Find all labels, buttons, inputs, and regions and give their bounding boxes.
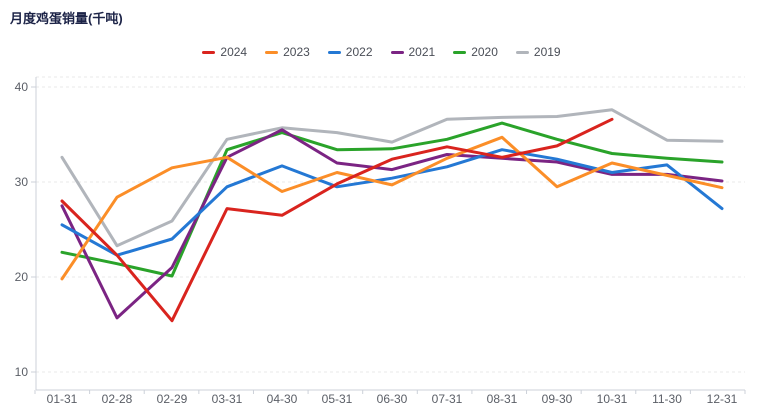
legend-marker-2023 — [265, 50, 279, 54]
x-axis-label-06-30: 06-30 — [377, 392, 408, 406]
legend-label-2020: 2020 — [471, 45, 498, 59]
x-axis-label-09-30: 09-30 — [542, 392, 573, 406]
series-line-2024[interactable] — [60, 117, 614, 323]
legend-label-2021: 2021 — [408, 45, 436, 59]
legend-marker-2024 — [202, 50, 216, 54]
x-axis-label-01-31: 01-31 — [47, 392, 78, 406]
x-axis-label-03-31: 03-31 — [212, 392, 243, 406]
legend-label-2019: 2019 — [533, 45, 561, 59]
chart-title: 月度鸡蛋销量(千吨) — [10, 11, 123, 26]
legend-label-2022: 2022 — [345, 45, 373, 59]
series-line-2022[interactable] — [60, 148, 724, 257]
legend-marker-2022 — [327, 50, 341, 54]
y-axis-label-20: 20 — [15, 270, 29, 284]
series-line-2021[interactable] — [60, 128, 724, 320]
series-line-2023[interactable] — [60, 135, 724, 281]
y-axis-label-10: 10 — [15, 365, 29, 379]
legend-label-2023: 2023 — [283, 45, 310, 59]
legend-marker-2019 — [515, 50, 529, 54]
legend-item-2023[interactable]: 2023 — [265, 45, 310, 59]
legend-item-2021[interactable]: 2021 — [390, 45, 436, 59]
series-line-2019[interactable] — [60, 108, 724, 248]
x-axis-label-10-31: 10-31 — [597, 392, 628, 406]
legend-item-2022[interactable]: 2022 — [327, 45, 373, 59]
legend-item-2024[interactable]: 2024 — [202, 45, 247, 59]
y-axis-label-40: 40 — [15, 80, 29, 94]
x-axis-label-02-29: 02-29 — [157, 392, 188, 406]
x-axis-label-07-31: 07-31 — [432, 392, 463, 406]
x-axis-label-08-31: 08-31 — [487, 392, 518, 406]
legend: 2024 2023 2022 2021 2020 2019 — [0, 45, 763, 59]
legend-label-2024: 2024 — [220, 45, 248, 59]
legend-marker-2021 — [390, 50, 404, 54]
series-line-2020[interactable] — [60, 121, 724, 278]
x-axis-label-11-30: 11-30 — [652, 392, 682, 406]
x-axis-label-12-31: 12-31 — [707, 392, 738, 406]
legend-item-2019[interactable]: 2019 — [515, 45, 561, 59]
legend-item-2020[interactable]: 2020 — [453, 45, 498, 59]
x-axis-label-05-31: 05-31 — [322, 392, 353, 406]
x-axis-label-04-30: 04-30 — [267, 392, 298, 406]
y-axis-label-30: 30 — [15, 175, 29, 189]
legend-marker-2020 — [453, 50, 467, 54]
x-axis-label-02-28: 02-28 — [102, 392, 133, 406]
